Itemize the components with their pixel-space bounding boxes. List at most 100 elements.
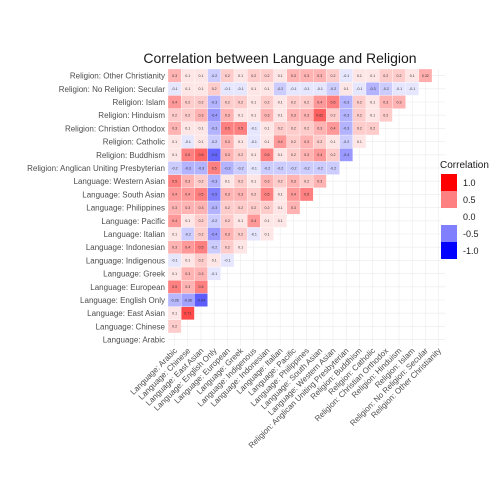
cell-value-label: 0.2 — [278, 180, 283, 184]
cell-value-label: 0.1 — [278, 74, 283, 78]
cell-value-label: -0.2 — [303, 166, 309, 170]
legend: Correlation 1.0 0.5 0.0 -0.5 -1.0 — [440, 160, 489, 259]
cell-value-label: 0.1 — [238, 74, 243, 78]
cell-value-label: -0.1 — [224, 259, 230, 263]
cell-value-label: 0.1 — [344, 87, 349, 91]
cell-value-label: 0.3 — [172, 206, 177, 210]
cell-value-label: 0.3 — [185, 206, 190, 210]
cell-value-label: 0.2 — [331, 114, 336, 118]
cell-value-label: 0.3 — [185, 285, 190, 289]
cell-value-label: 0.1 — [238, 114, 243, 118]
cell-value-label: 0.1 — [185, 259, 190, 263]
cell-value-label: 0.1 — [278, 114, 283, 118]
cell-value-label: 0.1 — [251, 100, 256, 104]
cell-value-label: 0.3 — [172, 246, 177, 250]
cell-value-label: 0.1 — [357, 74, 362, 78]
cell-value-label: 0.2 — [199, 180, 204, 184]
cell-value-label: 0.4 — [172, 193, 177, 197]
cell-value-label: 0.1 — [225, 180, 230, 184]
cell-value-label: 0.1 — [251, 87, 256, 91]
cell-value-label: -0.1 — [171, 87, 177, 91]
cell-value-label: 0.1 — [172, 140, 177, 144]
y-axis-tick-labels: Language: Arabic Language: Chinese Languag… — [27, 72, 166, 345]
y-tick-label: Language: Greek — [103, 270, 166, 279]
cell-value-label: 0.1 — [199, 87, 204, 91]
cell-value-label: 0.1 — [185, 127, 190, 131]
cell-value-label: -0.3 — [211, 206, 217, 210]
cell-value-label: 0.1 — [185, 219, 190, 223]
legend-key — [441, 208, 457, 225]
cell-value-label: -0.3 — [343, 114, 349, 118]
legend-label: 0.5 — [463, 195, 476, 205]
cell-value-label: 0.1 — [172, 153, 177, 157]
cell-value-label: -0.4 — [211, 114, 217, 118]
cell-value-label: 0.3 — [199, 272, 204, 276]
cell-value-label: 0.5 — [199, 193, 204, 197]
cell-value-label: 0.2 — [251, 206, 256, 210]
y-tick-label: Language: Chinese — [96, 322, 166, 331]
cell-value-label: -0.6 — [211, 153, 217, 157]
cell-value-label: -0.5 — [211, 193, 217, 197]
cell-value-label: 0.3 — [172, 127, 177, 131]
cell-value-label: 0.2 — [265, 100, 270, 104]
cell-value-label: 0.2 — [278, 127, 283, 131]
cell-value-label: 0.1 — [199, 140, 204, 144]
cell-value-label: -0.2 — [330, 87, 336, 91]
cell-value-label: -0.2 — [237, 166, 243, 170]
cell-value-label: -0.2 — [343, 140, 349, 144]
cell-value-label: 0.2 — [383, 74, 388, 78]
legend-label: 1.0 — [463, 178, 476, 188]
cell-value-label: 0.3 — [383, 100, 388, 104]
cell-value-label: -0.3 — [343, 100, 349, 104]
cell-value-label: 0.1 — [251, 114, 256, 118]
cell-value-label: 0.1 — [278, 219, 283, 223]
cell-value-label: 0.1 — [238, 140, 243, 144]
cell-value-label: 0.1 — [278, 193, 283, 197]
cell-value-label: 0.3 — [185, 180, 190, 184]
cell-value-label: 0.1 — [278, 153, 283, 157]
cell-value-label: 0.5 — [199, 285, 204, 289]
cell-value-label: 0.2 — [238, 100, 243, 104]
cell-value-label: 0.1 — [278, 100, 283, 104]
cell-value-label: 0.1 — [251, 153, 256, 157]
y-tick-label: Religion: Catholic — [103, 138, 165, 147]
cell-value-label: -0.1 — [290, 87, 296, 91]
cell-value-label: 0.2 — [331, 153, 336, 157]
cell-value-label: 0.2 — [397, 74, 402, 78]
cell-value-label: -0.1 — [185, 140, 191, 144]
cell-value-label: 0.3 — [397, 100, 402, 104]
cell-value-label: 0.2 — [225, 100, 230, 104]
cell-value-label: 0.1 — [370, 74, 375, 78]
cell-value-label: -0.2 — [211, 246, 217, 250]
y-tick-label: Religion: No Religion: Secular — [59, 85, 166, 94]
cell-value-label: 0.1 — [185, 74, 190, 78]
cell-value-label: 0.2 — [199, 219, 204, 223]
cell-value-label: 0.3 — [225, 114, 230, 118]
y-tick-label: Religion: Buddhism — [96, 151, 165, 160]
cell-value-label: 0.1 — [331, 140, 336, 144]
cell-value-label: 0.1 — [265, 127, 270, 131]
cell-value-label: 0.32 — [422, 74, 429, 78]
cell-value-label: -0.1 — [211, 272, 217, 276]
cell-value-label: 0.1 — [265, 219, 270, 223]
legend-label: -1.0 — [463, 246, 479, 256]
cell-value-label: 0.2 — [265, 206, 270, 210]
cell-value-label: 0.4 — [317, 153, 322, 157]
cell-value-label: -0.4 — [211, 232, 217, 236]
cell-value-label: 0.3 — [199, 206, 204, 210]
cell-value-label: 0.3 — [304, 140, 309, 144]
cell-value-label: -0.1 — [224, 87, 230, 91]
cell-value-label: 0.2 — [291, 153, 296, 157]
cell-value-label: 0.4 — [185, 193, 190, 197]
cell-value-label: 0.3 — [225, 232, 230, 236]
cell-value-label: 0.1 — [238, 246, 243, 250]
cell-value-label: 0.2 — [291, 127, 296, 131]
cell-value-label: -0.1 — [251, 166, 257, 170]
cell-value-label: 0.2 — [225, 219, 230, 223]
cell-value-label: 0.1 — [185, 87, 190, 91]
cell-value-label: -0.1 — [409, 87, 415, 91]
legend-key — [441, 242, 457, 259]
legend-key — [441, 174, 457, 191]
cell-value-label: 0.2 — [199, 100, 204, 104]
